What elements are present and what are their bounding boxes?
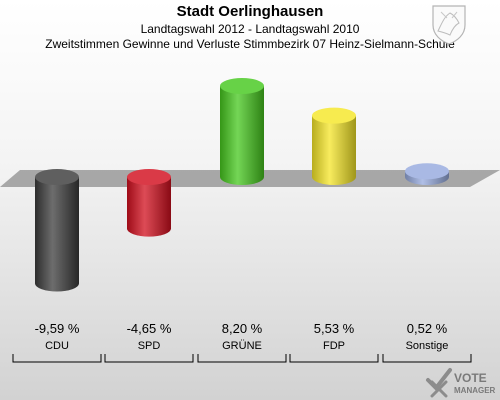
category-label: GRÜNE (222, 340, 262, 352)
category-bracket (382, 354, 472, 363)
chart-subtitle-detail: Zweitstimmen Gewinne und Verluste Stimmb… (45, 37, 455, 51)
checkmark-x-icon (426, 368, 452, 398)
bar-body (127, 177, 171, 237)
category-label: FDP (323, 340, 345, 352)
bar-cap (220, 77, 264, 94)
category-label: CDU (45, 340, 69, 352)
value-label: -9,59 % (35, 321, 80, 336)
category-label: SPD (138, 340, 161, 352)
bar-body (312, 115, 356, 185)
bar-cdu (35, 169, 79, 292)
category-bracket (104, 354, 194, 363)
bar-cap (312, 107, 356, 124)
category-bracket (12, 354, 102, 363)
bar-fdp (312, 107, 356, 185)
bar-cap (405, 163, 449, 180)
bar-body (220, 85, 264, 185)
chart-title: Stadt Oerlinghausen (176, 3, 324, 20)
bar-grne (220, 77, 264, 185)
bar-sonstige (405, 163, 449, 185)
vote-manager-logo: VOTE MANAGER (426, 368, 496, 398)
bar-cap (35, 169, 79, 185)
logo-vote-text: VOTE (454, 371, 487, 385)
category-label: Sonstige (406, 340, 449, 352)
value-label: 0,52 % (407, 321, 448, 336)
category-bracket (289, 354, 379, 363)
value-label: 5,53 % (314, 321, 355, 336)
logo-manager-text: MANAGER (454, 386, 496, 395)
chart-subtitle: Landtagswahl 2012 - Landtagswahl 2010 (140, 22, 360, 36)
coat-of-arms-icon (432, 5, 466, 45)
bar-cap (127, 169, 171, 185)
category-bracket (197, 354, 287, 363)
value-label: 8,20 % (222, 321, 263, 336)
bar-spd (127, 169, 171, 237)
bar-body (35, 177, 79, 292)
value-label: -4,65 % (127, 321, 172, 336)
